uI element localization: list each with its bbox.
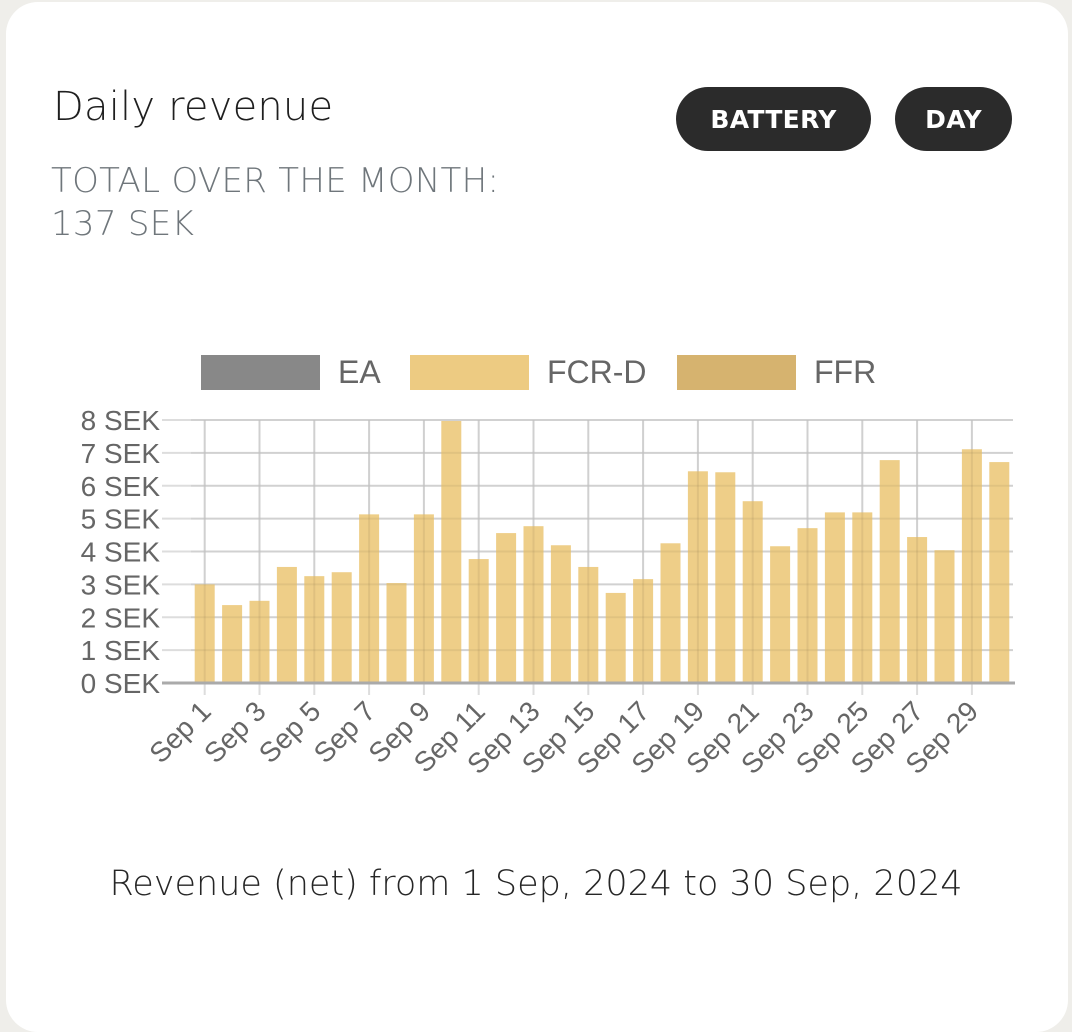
bar-fcr-d-sep-2 bbox=[222, 605, 243, 683]
bar-fcr-d-sep-10 bbox=[441, 420, 462, 683]
bar-fcr-d-sep-18 bbox=[660, 543, 681, 683]
bar-fcr-d-sep-12 bbox=[496, 533, 517, 683]
bar-fcr-d-sep-15 bbox=[578, 566, 599, 683]
date-range-caption: Revenue (net) from 1 Sep, 2024 to 30 Sep… bbox=[109, 864, 963, 904]
bar-fcr-d-sep-20 bbox=[715, 472, 736, 683]
bar-fcr-d-sep-22 bbox=[770, 546, 791, 683]
chart-legend: EA FCR-D FFR bbox=[201, 354, 876, 390]
legend-label: FCR-D bbox=[547, 354, 647, 390]
bar-fcr-d-sep-9 bbox=[413, 514, 434, 683]
bar-fcr-d-sep-17 bbox=[633, 579, 654, 683]
legend-label: FFR bbox=[814, 354, 876, 390]
bars bbox=[191, 419, 1013, 683]
chart-title: Daily revenue bbox=[53, 84, 334, 130]
bar-fcr-d-sep-21 bbox=[742, 501, 763, 683]
bar-fcr-d-sep-27 bbox=[907, 537, 928, 683]
bar-fcr-d-sep-5 bbox=[304, 576, 325, 683]
bar-fcr-d-sep-26 bbox=[879, 460, 900, 683]
y-tick-label: 5 SEK bbox=[81, 504, 161, 535]
y-tick-label: 3 SEK bbox=[81, 569, 161, 600]
y-tick-label: 2 SEK bbox=[81, 602, 161, 633]
bar-fcr-d-sep-1 bbox=[194, 584, 215, 683]
legend-label: EA bbox=[338, 354, 381, 390]
y-tick-label: 0 SEK bbox=[81, 668, 161, 699]
y-tick-label: 4 SEK bbox=[81, 537, 161, 568]
bar-fcr-d-sep-16 bbox=[605, 592, 626, 683]
bar-fcr-d-sep-29 bbox=[961, 449, 982, 683]
bar-fcr-d-sep-25 bbox=[852, 512, 873, 683]
bar-fcr-d-sep-13 bbox=[523, 526, 544, 683]
bar-fcr-d-sep-30 bbox=[989, 462, 1010, 683]
bar-fcr-d-sep-7 bbox=[359, 514, 380, 683]
legend-swatch bbox=[410, 355, 529, 390]
bar-fcr-d-sep-3 bbox=[249, 600, 270, 683]
legend-swatch bbox=[677, 355, 796, 390]
total-value: 137 SEK bbox=[51, 204, 195, 244]
bar-fcr-d-sep-8 bbox=[386, 583, 407, 683]
bar-fcr-d-sep-4 bbox=[276, 566, 297, 683]
bar-fcr-d-sep-14 bbox=[550, 545, 571, 683]
x-tick-label: Sep 5 bbox=[253, 695, 327, 769]
legend-item-ea[interactable]: EA bbox=[201, 354, 381, 390]
bar-fcr-d-sep-28 bbox=[934, 550, 955, 683]
bar-fcr-d-sep-6 bbox=[331, 572, 352, 683]
day-button[interactable]: DAY bbox=[895, 87, 1012, 151]
y-tick-label: 8 SEK bbox=[81, 405, 161, 436]
bar-fcr-d-sep-11 bbox=[468, 559, 489, 683]
y-tick-label: 7 SEK bbox=[81, 438, 161, 469]
y-tick-label: 6 SEK bbox=[81, 471, 161, 502]
x-tick-label: Sep 1 bbox=[143, 695, 217, 769]
bar-fcr-d-sep-19 bbox=[687, 471, 708, 683]
bar-fcr-d-sep-23 bbox=[797, 528, 818, 683]
x-tick-label: Sep 3 bbox=[198, 695, 272, 769]
x-tick-label: Sep 7 bbox=[308, 695, 382, 769]
battery-button[interactable]: BATTERY bbox=[676, 87, 871, 151]
legend-item-fcr-d[interactable]: FCR-D bbox=[410, 354, 647, 390]
legend-item-ffr[interactable]: FFR bbox=[677, 354, 876, 390]
monthly-total: TOTAL OVER THE MONTH: 137 SEK bbox=[51, 160, 499, 246]
y-tick-label: 1 SEK bbox=[81, 635, 161, 666]
legend-swatch bbox=[201, 355, 320, 390]
bar-fcr-d-sep-24 bbox=[824, 512, 845, 683]
total-label: TOTAL OVER THE MONTH: bbox=[51, 161, 500, 201]
